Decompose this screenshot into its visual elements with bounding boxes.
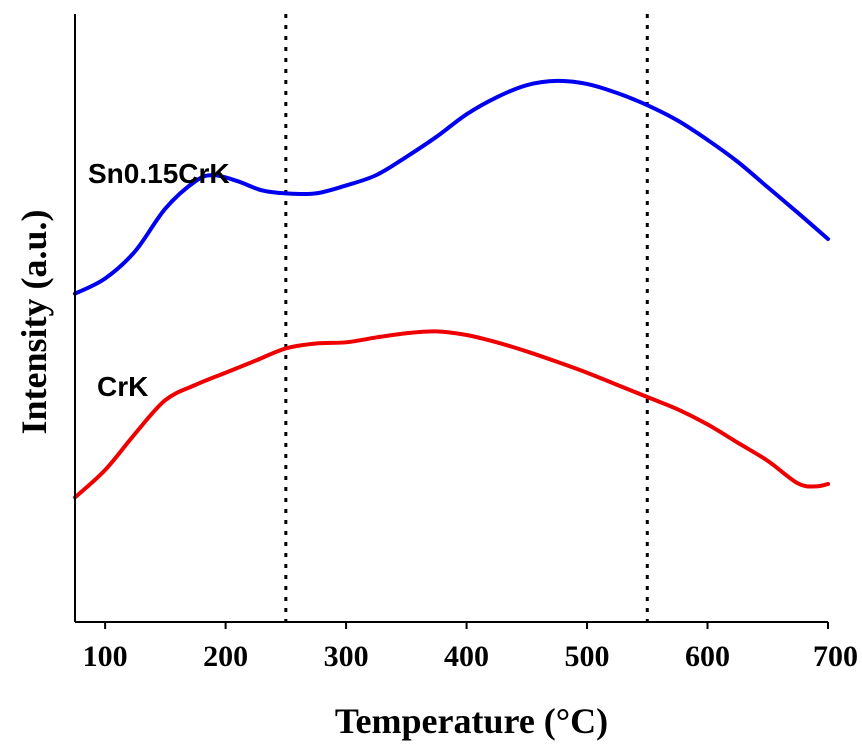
x-axis-title: Temperature (°C) (335, 701, 608, 741)
series-line-crk (73, 329, 830, 500)
series-line-sn015crk (73, 78, 830, 296)
x-tick-label-700: 700 (813, 640, 858, 673)
x-tick-label-600: 600 (685, 640, 730, 673)
x-tick-label-300: 300 (324, 640, 369, 673)
plot-area (73, 14, 830, 622)
x-tick-label-400: 400 (444, 640, 489, 673)
axes: 100 200 300 400 500 600 700 (74, 14, 858, 673)
x-tick-label-500: 500 (565, 640, 610, 673)
y-axis-title: Intensity (a.u.) (14, 209, 54, 434)
series-label-sn015crk: Sn0.15CrK (88, 158, 230, 189)
x-tick-label-100: 100 (83, 640, 128, 673)
series-label-crk: CrK (97, 371, 148, 402)
x-tick-label-200: 200 (203, 640, 248, 673)
